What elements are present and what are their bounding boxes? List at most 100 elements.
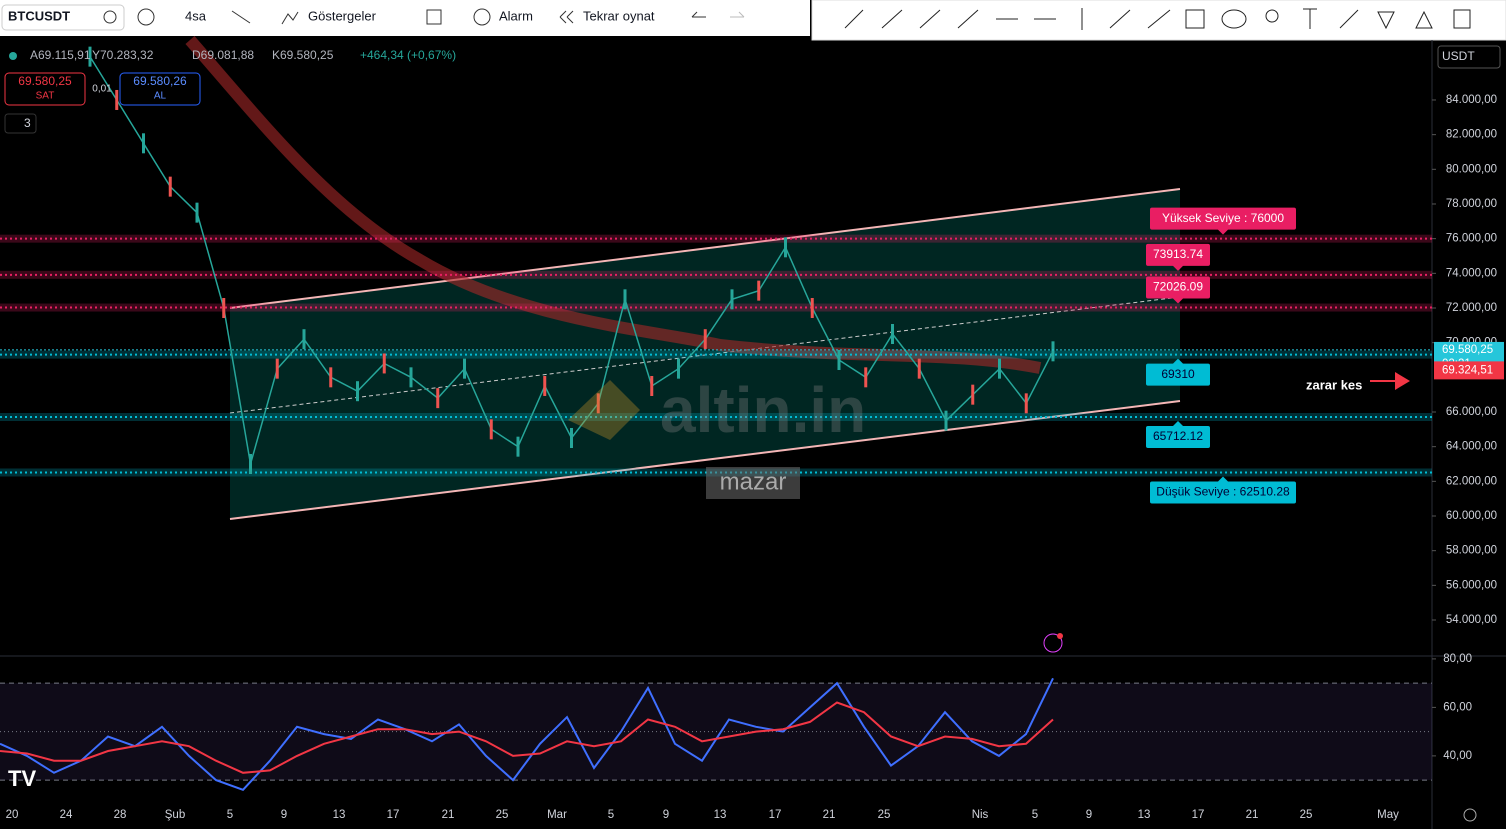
channel-line [229, 188, 1181, 520]
tool[interactable] [844, 9, 864, 29]
currency: USDT [1442, 49, 1475, 63]
watermark-sub: mazar [720, 468, 787, 495]
sell-button[interactable] [4, 72, 86, 106]
y-tick-label: 76.000,00 [1446, 233, 1497, 245]
x-tick-label: Şub [165, 809, 185, 821]
level-label: 73913.74 [1153, 247, 1203, 261]
watermark-brand: altin.in [660, 374, 866, 446]
x-tick-label: 5 [1032, 809, 1038, 821]
level-label-box [1146, 243, 1210, 266]
indicators[interactable]: Göstergeler [308, 8, 377, 23]
stop-arrow [1370, 372, 1410, 390]
tool[interactable] [1339, 9, 1359, 29]
x-tick-label: 9 [281, 809, 287, 821]
buy-price: 69.580,26 [133, 74, 187, 88]
y-tick-label: 82.000,00 [1446, 129, 1497, 141]
level-label: 69310 [1161, 367, 1195, 381]
icon-replay [559, 10, 574, 24]
tool[interactable] [957, 9, 979, 29]
watermark-box [706, 467, 800, 499]
level-pointer [1172, 420, 1184, 427]
y-tick-label: 58.000,00 [1446, 545, 1497, 557]
level-label: 72026.09 [1153, 280, 1203, 294]
y-tick-label: 56.000,00 [1446, 579, 1497, 591]
x-tick-label: 9 [663, 809, 669, 821]
tool[interactable] [919, 9, 941, 29]
tool[interactable] [1265, 9, 1279, 23]
level-label-box [1146, 276, 1210, 299]
x-tick-label: 28 [114, 809, 127, 821]
level-label-box [1146, 425, 1210, 448]
icon-undo[interactable] [691, 11, 706, 18]
alarm[interactable]: Alarm [499, 8, 533, 23]
y-tick-label: 84.000,00 [1446, 94, 1497, 106]
x-tick-label: 9 [1086, 809, 1092, 821]
x-tick-label: 13 [714, 809, 727, 821]
replay[interactable]: Tekrar oynat [583, 8, 655, 23]
tool[interactable] [1453, 9, 1471, 29]
y-tick-label: 60,00 [1443, 701, 1472, 713]
level-label-box [1146, 363, 1210, 386]
ohlc-value: +464,34 (+0,67%) [360, 48, 456, 62]
x-tick-label: 13 [1138, 809, 1151, 821]
stop-note: zarar kes [1306, 377, 1362, 392]
tool[interactable] [1147, 9, 1171, 29]
tool[interactable] [1185, 9, 1205, 29]
x-tick-label: 21 [823, 809, 836, 821]
y-tick-label: 80.000,00 [1446, 163, 1497, 175]
symbol-box[interactable] [1, 4, 125, 31]
logo: TV [8, 766, 36, 791]
collapse-button[interactable] [4, 113, 37, 134]
x-tick-label: 21 [442, 809, 455, 821]
currency-box[interactable] [1437, 45, 1501, 69]
icon-alert[interactable] [1043, 633, 1063, 653]
y-tick-label: 72.000,00 [1446, 302, 1497, 314]
x-tick-label: 24 [60, 809, 73, 821]
ohlc-value: K69.580,25 [272, 48, 334, 62]
watermark-logo [568, 380, 640, 440]
tool[interactable] [1109, 9, 1131, 29]
level-pointer [1217, 228, 1229, 235]
icon-add[interactable] [137, 8, 155, 26]
interval[interactable]: 4sa [185, 8, 207, 23]
icon-dot [1057, 633, 1063, 639]
level-label: 65712.12 [1153, 429, 1203, 443]
tool[interactable] [1303, 8, 1317, 29]
spread: 0,01 [92, 84, 112, 95]
y-tick-label: 74.000,00 [1446, 267, 1497, 279]
x-tick-label: 5 [227, 809, 233, 821]
ohlc-value: A69.115,91 [30, 48, 91, 62]
tool[interactable] [881, 9, 903, 29]
sell-price: 69.580,25 [18, 74, 72, 88]
buy-button[interactable] [119, 72, 201, 106]
status-dot [9, 52, 17, 60]
tool[interactable] [1377, 11, 1395, 30]
collapse-count: 3 [24, 116, 31, 130]
toolbar [0, 0, 810, 36]
x-tick-label: Nis [972, 809, 989, 821]
stop-price: 69.324,51 [1442, 364, 1493, 376]
tool[interactable] [1221, 9, 1247, 29]
rsi-line [0, 677, 1054, 791]
buy-label: AL [154, 91, 167, 102]
level-pointer [1172, 297, 1184, 304]
last-price: 69.580,25 [1442, 344, 1493, 356]
y-tick-label: 40,00 [1443, 750, 1472, 762]
x-tick-label: 17 [387, 809, 400, 821]
x-tick-label: 21 [1246, 809, 1259, 821]
icon-layout[interactable] [426, 9, 442, 25]
icon [103, 10, 117, 24]
icon-redo[interactable] [730, 11, 745, 18]
symbol[interactable]: BTCUSDT [8, 8, 70, 23]
y-tick-label: 62.000,00 [1446, 475, 1497, 487]
level-pointer [1172, 358, 1184, 365]
level-pointer [1217, 476, 1229, 483]
level-label-box [1150, 207, 1296, 230]
settings-icon[interactable] [1463, 808, 1477, 822]
icon [281, 11, 299, 25]
level-label: Yüksek Seviye : 76000 [1162, 211, 1284, 225]
tool[interactable] [1415, 10, 1433, 29]
y-tick-label: 78.000,00 [1446, 198, 1497, 210]
